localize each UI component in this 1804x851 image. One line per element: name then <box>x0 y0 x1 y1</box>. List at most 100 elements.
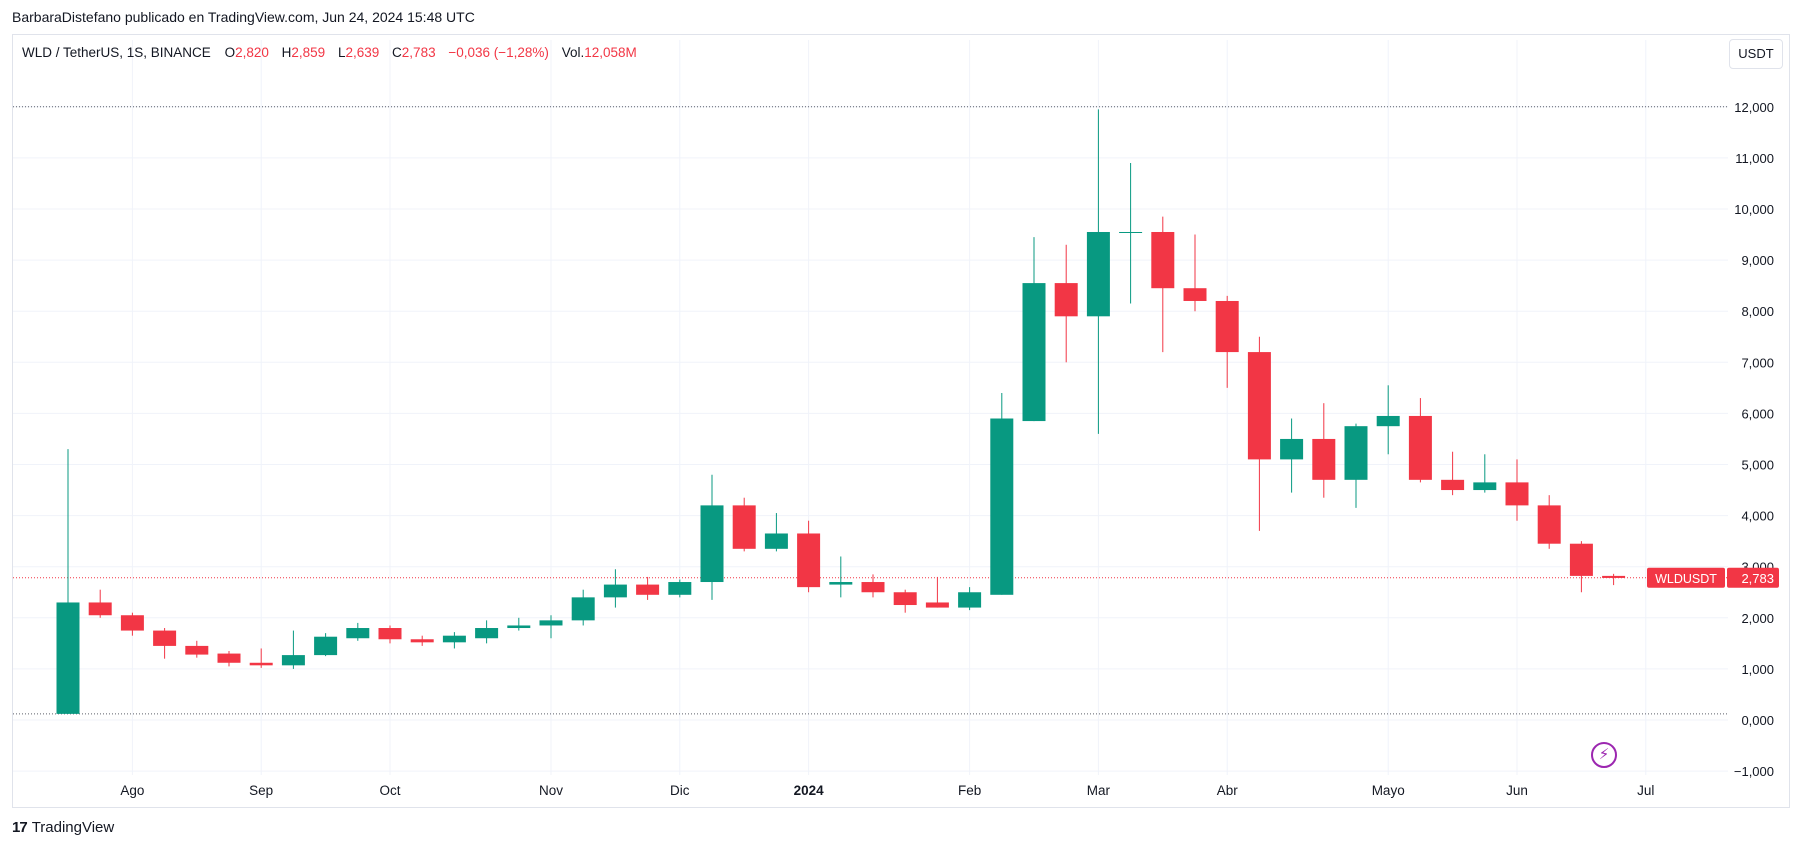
candle <box>539 615 563 639</box>
candle <box>217 651 241 667</box>
ohlc-legend: WLD / TetherUS, 1S, BINANCE O2,820 H2,85… <box>22 45 646 60</box>
x-tick-label: Nov <box>539 783 563 798</box>
x-tick-label: Oct <box>379 783 400 798</box>
x-tick-label: Dic <box>670 783 690 798</box>
x-tick-label: Abr <box>1217 783 1239 798</box>
legend-low-value: 2,639 <box>345 45 380 60</box>
candle-body <box>1312 438 1336 480</box>
legend-volume-value: 12,058M <box>584 45 637 60</box>
legend-volume-label: Vol. <box>561 45 585 60</box>
y-tick-label: 4,000 <box>1741 509 1774 524</box>
x-tick-label: Sep <box>249 783 273 798</box>
candle <box>442 632 466 649</box>
candle <box>571 589 595 626</box>
candle <box>1408 398 1432 483</box>
y-tick-label: 1,000 <box>1741 662 1774 677</box>
legend-symbol[interactable]: WLD / TetherUS, 1S, BINANCE <box>22 45 211 60</box>
candle-body <box>861 582 885 593</box>
candle <box>378 625 402 644</box>
candle-body <box>1247 352 1271 460</box>
candle-body <box>281 655 305 666</box>
candle-body <box>217 653 241 663</box>
candle <box>958 587 982 611</box>
candle-body <box>1537 505 1561 544</box>
candle-body <box>185 645 209 655</box>
legend-open-label: O <box>224 45 236 60</box>
candle-body <box>1441 479 1465 491</box>
candle-body <box>475 628 499 639</box>
candle-body <box>1086 231 1110 317</box>
legend-low-label: L <box>337 45 346 60</box>
candle <box>861 574 885 598</box>
candle <box>925 576 949 608</box>
candle <box>636 576 660 600</box>
candle-body <box>442 635 466 643</box>
price-tag-symbol-bg <box>1647 567 1725 588</box>
candle-body <box>1408 415 1432 480</box>
candle <box>1376 385 1400 455</box>
price-tag: WLDUSDT 2,783 <box>1647 567 1779 588</box>
candle <box>410 635 434 646</box>
candle-body <box>797 533 821 588</box>
candle <box>764 513 788 552</box>
candle <box>1505 459 1529 521</box>
tradingview-logo[interactable]: 17 TradingView <box>12 819 114 836</box>
x-tick-label: 2024 <box>794 783 825 798</box>
legend-high-label: H <box>281 45 292 60</box>
candle-body <box>1344 426 1368 480</box>
candle-body <box>636 584 660 595</box>
candle-body <box>346 628 370 639</box>
candle <box>185 640 209 658</box>
currency-button[interactable]: USDT <box>1729 39 1783 69</box>
candle <box>1473 454 1497 493</box>
candle <box>56 449 80 714</box>
legend-close-label: C <box>392 45 402 60</box>
candle <box>314 633 338 657</box>
candle-body <box>153 630 177 646</box>
candle-body <box>1569 543 1593 576</box>
candle <box>732 497 756 552</box>
axes: 12,000 11,000 10,000 9,000 8,000 7,000 6,000 5,… <box>120 100 1779 798</box>
candle-body <box>1151 231 1175 289</box>
candle-body <box>410 639 434 643</box>
price-tag-value-bg <box>1727 567 1779 588</box>
candle-body <box>378 628 402 640</box>
y-tick-label: 5,000 <box>1741 458 1774 473</box>
y-tick-label: 8,000 <box>1741 304 1774 319</box>
candle <box>475 620 499 644</box>
candle-body <box>1022 283 1046 422</box>
candle-body <box>539 620 563 626</box>
candle-body <box>1505 482 1529 506</box>
chart-frame <box>12 34 1790 808</box>
candle <box>249 648 273 668</box>
y-tick-label: 2,000 <box>1741 611 1774 626</box>
y-tick-label: 6,000 <box>1741 406 1774 421</box>
candle-body <box>732 505 756 549</box>
candle-body <box>507 625 531 629</box>
candle-body <box>958 592 982 608</box>
publisher-line: BarbaraDistefano publicado en TradingVie… <box>12 9 475 25</box>
x-tick-label: Feb <box>958 783 981 798</box>
candle <box>1119 163 1143 304</box>
candle-body <box>764 533 788 549</box>
candle <box>1537 495 1561 549</box>
candle <box>153 628 177 659</box>
y-tick-label: 0,000 <box>1741 713 1774 728</box>
y-tick-label: 12,000 <box>1734 100 1774 115</box>
y-tick-label: 10,000 <box>1734 202 1774 217</box>
candle <box>1183 234 1207 312</box>
lightning-icon[interactable]: ⚡ <box>1591 742 1617 768</box>
candle-body <box>829 582 853 585</box>
legend-change: −0,036 (−1,28%) <box>448 45 549 60</box>
candle-body <box>1054 283 1078 317</box>
candle <box>1602 573 1626 586</box>
candle <box>1086 109 1110 434</box>
x-tick-label: Jun <box>1506 783 1528 798</box>
candle-body <box>88 602 112 616</box>
candle-body <box>120 615 144 631</box>
candle <box>281 630 305 669</box>
candle-body <box>925 602 949 608</box>
legend-open-value: 2,820 <box>235 45 269 60</box>
candle-body <box>1215 300 1239 353</box>
